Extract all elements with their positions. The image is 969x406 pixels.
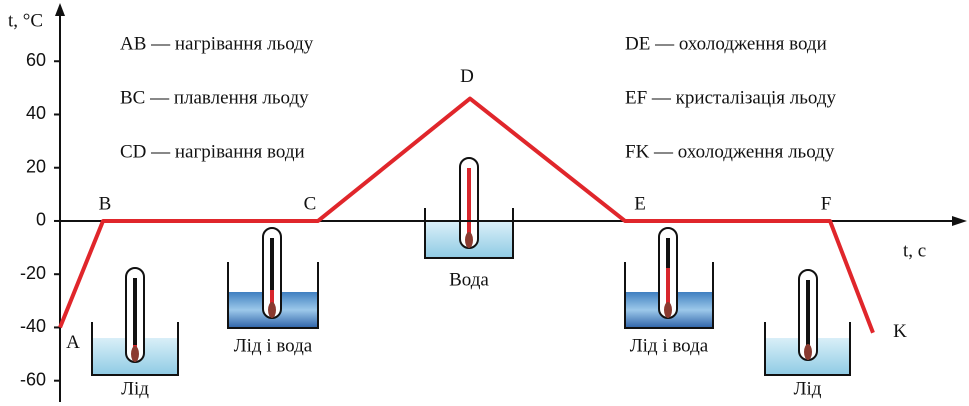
y-tick-label: 0: [36, 210, 46, 230]
y-tick-label: 40: [26, 103, 46, 123]
y-tick-label: 60: [26, 50, 46, 70]
temperature-line: [58, 96, 875, 334]
thermometer-bulb: [465, 232, 473, 248]
illustrations: [91, 157, 851, 376]
y-tick-label: 20: [26, 156, 46, 176]
beaker: [227, 262, 319, 329]
beaker: [424, 208, 514, 259]
point-label: F: [821, 193, 832, 214]
point-label: B: [99, 193, 112, 214]
thermometer-bulb: [268, 302, 276, 318]
vessel-label: Лід: [794, 378, 822, 399]
point-label: E: [634, 193, 646, 214]
point-label: D: [460, 66, 474, 87]
y-axis-label: t, °C: [8, 10, 43, 31]
beaker: [764, 322, 851, 376]
point-label: A: [66, 332, 80, 353]
legend-entry: DE — охолодження води: [625, 33, 827, 54]
x-axis-label: t, с: [903, 240, 926, 261]
legend-entry: EF — кристалізація льоду: [625, 87, 837, 108]
vessel-label: Вода: [449, 269, 489, 290]
y-tick-label: -60: [20, 369, 46, 389]
vessel-label: Лід і вода: [234, 335, 313, 356]
y-arrow: [55, 3, 65, 16]
vessel-label: Лід: [121, 378, 149, 399]
legend-entry: AB — нагрівання льоду: [120, 33, 314, 54]
beaker: [91, 322, 179, 376]
point-label: K: [893, 321, 907, 342]
legend-entry: CD — нагрівання води: [120, 141, 305, 162]
beaker: [624, 262, 714, 329]
thermometer-bulb: [664, 302, 672, 318]
vessel-label: Лід і вода: [630, 335, 709, 356]
thermometer-bulb: [131, 346, 139, 362]
y-tick-label: -20: [20, 263, 46, 283]
y-tick-label: -40: [20, 316, 46, 336]
x-arrow: [952, 215, 967, 226]
legend-entry: FK — охолодження льоду: [625, 141, 835, 162]
legend-entry: BC — плавлення льоду: [120, 87, 309, 108]
thermometer-bulb: [804, 344, 812, 360]
point-label: C: [304, 193, 317, 214]
